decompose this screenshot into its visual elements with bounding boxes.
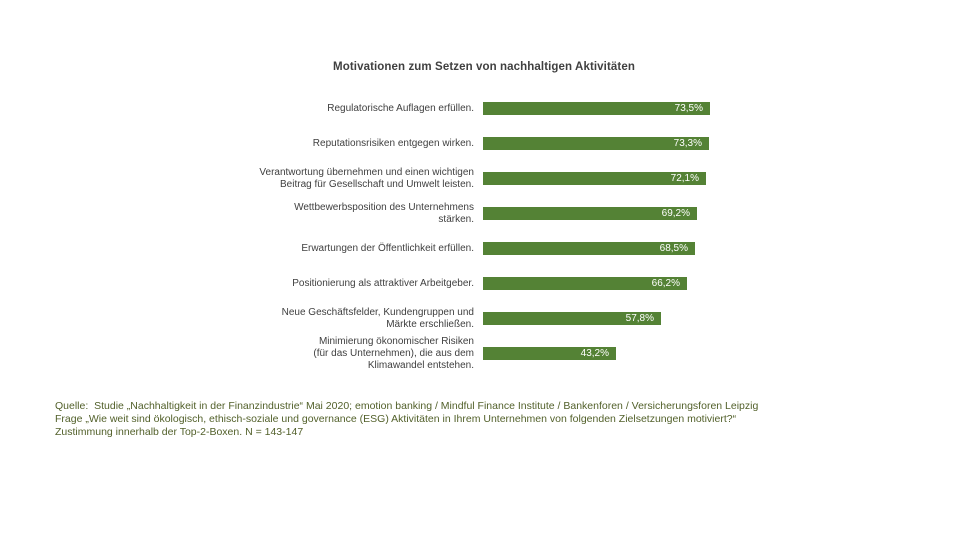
bar-chart: Regulatorische Auflagen erfüllen. 73,5% Re…: [55, 91, 940, 371]
bar-row: Minimierung ökonomischer Risiken (für da…: [55, 336, 940, 371]
bar-value-label: 69,2%: [661, 208, 690, 219]
bar-value-label: 68,5%: [659, 243, 688, 254]
bar-value-label: 57,8%: [625, 313, 654, 324]
bar-value-label: 43,2%: [580, 348, 609, 359]
bar-track: 57,8%: [483, 312, 940, 325]
chart-title: Motivationen zum Setzen von nachhaltigen…: [333, 61, 635, 73]
bar-row: Regulatorische Auflagen erfüllen. 73,5%: [55, 91, 940, 126]
bar: 68,5%: [483, 242, 695, 255]
bar-label: Neue Geschäftsfelder, Kundengruppen und …: [281, 306, 474, 330]
bar: 57,8%: [483, 312, 661, 325]
bar-value-label: 72,1%: [670, 173, 699, 184]
source-footnote: Quelle: Studie „Nachhaltigkeit in der Fi…: [55, 400, 930, 439]
bar: 72,1%: [483, 172, 706, 185]
bar-row: Positionierung als attraktiver Arbeitgeb…: [55, 266, 940, 301]
bar-track: 73,3%: [483, 137, 940, 150]
bar: 66,2%: [483, 277, 687, 290]
bar-label: Verantwortung übernehmen und einen wicht…: [259, 166, 474, 190]
bar-label: Positionierung als attraktiver Arbeitgeb…: [292, 277, 474, 289]
bar-label: Wettbewerbsposition des Unternehmens stä…: [294, 201, 474, 225]
bar: 69,2%: [483, 207, 697, 220]
bar-row: Neue Geschäftsfelder, Kundengruppen und …: [55, 301, 940, 336]
bar-label: Reputationsrisiken entgegen wirken.: [312, 137, 474, 149]
bar-value-label: 66,2%: [651, 278, 680, 289]
footer-line: Frage „Wie weit sind ökologisch, ethisch…: [55, 413, 737, 425]
bar-track: 68,5%: [483, 242, 940, 255]
bar-value-label: 73,5%: [674, 103, 703, 114]
bar: 73,5%: [483, 102, 710, 115]
bar-label: Regulatorische Auflagen erfüllen.: [327, 102, 474, 114]
bar-row: Erwartungen der Öffentlichkeit erfüllen.…: [55, 231, 940, 266]
bar: 43,2%: [483, 347, 616, 360]
bar-row: Reputationsrisiken entgegen wirken. 73,3%: [55, 126, 940, 161]
bar-track: 43,2%: [483, 347, 940, 360]
bar-track: 69,2%: [483, 207, 940, 220]
bar: 73,3%: [483, 137, 709, 150]
bar-label: Erwartungen der Öffentlichkeit erfüllen.: [301, 242, 474, 254]
footer-line: Quelle: Studie „Nachhaltigkeit in der Fi…: [55, 400, 759, 412]
bar-label: Minimierung ökonomischer Risiken (für da…: [313, 335, 474, 371]
bar-row: Verantwortung übernehmen und einen wicht…: [55, 161, 940, 196]
bar-track: 72,1%: [483, 172, 940, 185]
bar-row: Wettbewerbsposition des Unternehmens stä…: [55, 196, 940, 231]
footer-line: Zustimmung innerhalb der Top-2-Boxen. N …: [55, 426, 304, 438]
bar-track: 66,2%: [483, 277, 940, 290]
bar-track: 73,5%: [483, 102, 940, 115]
bar-value-label: 73,3%: [673, 138, 702, 149]
